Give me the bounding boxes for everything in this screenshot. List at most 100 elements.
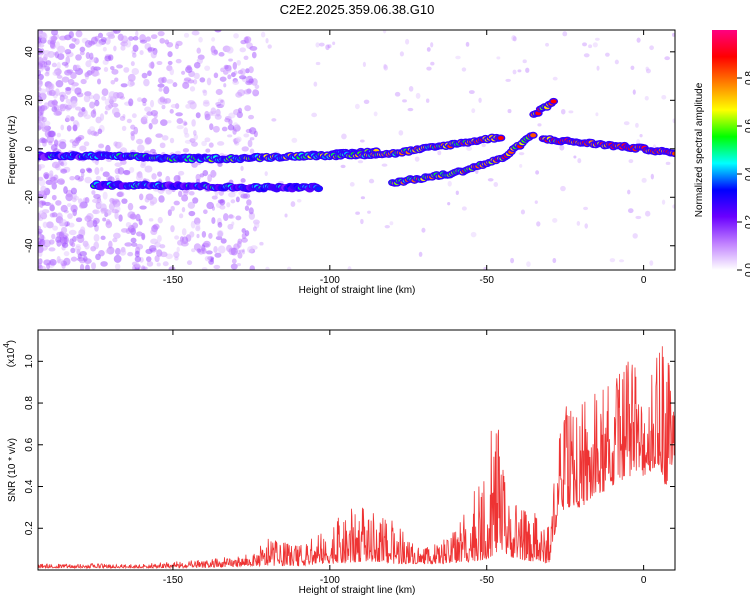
noise-mark bbox=[47, 130, 56, 138]
noise-mark bbox=[140, 265, 146, 270]
noise-mark bbox=[187, 100, 196, 105]
colorbar-tick-label: 0.0 bbox=[744, 263, 750, 277]
noise-mark bbox=[184, 122, 188, 126]
noise-mark bbox=[110, 80, 116, 85]
noise-mark bbox=[56, 255, 61, 264]
noise-mark bbox=[465, 41, 470, 47]
noise-mark bbox=[108, 202, 115, 211]
noise-mark bbox=[349, 182, 355, 187]
noise-mark bbox=[91, 198, 100, 204]
noise-mark bbox=[139, 39, 148, 44]
noise-mark bbox=[111, 102, 119, 108]
noise-mark bbox=[215, 88, 223, 96]
noise-mark bbox=[214, 252, 222, 258]
noise-mark bbox=[79, 250, 87, 257]
noise-mark bbox=[592, 42, 598, 48]
noise-mark bbox=[84, 39, 93, 48]
noise-mark bbox=[45, 85, 51, 93]
noise-mark bbox=[42, 221, 48, 228]
noise-mark bbox=[150, 228, 158, 236]
noise-mark bbox=[127, 202, 134, 211]
noise-mark bbox=[672, 118, 675, 124]
noise-mark bbox=[50, 144, 58, 152]
noise-mark bbox=[192, 78, 198, 85]
noise-mark bbox=[176, 117, 184, 124]
noise-mark bbox=[166, 120, 172, 124]
noise-mark bbox=[157, 216, 163, 224]
noise-mark bbox=[576, 221, 581, 226]
noise-mark bbox=[107, 32, 113, 38]
noise-mark bbox=[347, 266, 352, 270]
noise-mark bbox=[69, 176, 76, 181]
noise-mark bbox=[144, 106, 152, 112]
noise-mark bbox=[398, 130, 404, 136]
noise-mark bbox=[126, 118, 132, 124]
noise-mark bbox=[91, 190, 96, 195]
noise-mark bbox=[38, 225, 41, 231]
noise-mark bbox=[141, 121, 148, 125]
noise-mark bbox=[42, 50, 51, 55]
spectrogram-panel: -150 -100 -50 0 -40 -20 0 20 40 Height of strai… bbox=[7, 29, 676, 296]
colorbar-tick-label: 0.4 bbox=[744, 167, 750, 181]
snr-y-multiplier: (x104) bbox=[2, 340, 17, 367]
noise-mark bbox=[267, 44, 272, 49]
noise-mark bbox=[239, 47, 246, 53]
noise-mark bbox=[405, 38, 410, 45]
noise-mark bbox=[152, 223, 160, 230]
x-tick-label: -50 bbox=[479, 575, 494, 586]
noise-mark bbox=[130, 213, 137, 220]
noise-mark bbox=[220, 99, 224, 103]
noise-mark bbox=[177, 174, 181, 181]
snr-x-ticks: -150 -100 -50 0 bbox=[163, 330, 647, 586]
noise-mark bbox=[201, 247, 207, 255]
noise-mark bbox=[236, 240, 242, 249]
noise-mark bbox=[248, 66, 254, 74]
noise-mark bbox=[240, 178, 246, 183]
noise-mark bbox=[167, 60, 173, 66]
noise-mark bbox=[138, 218, 143, 226]
noise-mark bbox=[166, 79, 174, 84]
noise-mark bbox=[60, 219, 68, 227]
noise-mark bbox=[85, 51, 91, 60]
noise-mark bbox=[121, 125, 127, 131]
noise-mark bbox=[142, 266, 148, 270]
noise-mark bbox=[193, 217, 201, 225]
noise-mark bbox=[146, 261, 154, 267]
noise-mark bbox=[39, 88, 47, 94]
noise-mark bbox=[77, 198, 83, 204]
noise-mark bbox=[48, 247, 56, 252]
noise-mark bbox=[95, 175, 102, 181]
noise-mark bbox=[176, 124, 184, 130]
noise-mark bbox=[83, 258, 92, 264]
noise-mark bbox=[220, 238, 227, 244]
noise-mark bbox=[68, 43, 76, 49]
noise-mark bbox=[76, 122, 80, 128]
noise-mark bbox=[155, 133, 163, 138]
noise-mark bbox=[38, 178, 46, 187]
noise-mark bbox=[154, 241, 161, 248]
noise-mark bbox=[54, 143, 59, 148]
noise-mark bbox=[208, 142, 214, 148]
noise-mark bbox=[373, 111, 378, 117]
noise-mark bbox=[186, 64, 192, 71]
noise-mark bbox=[141, 97, 148, 103]
colorbar-label: Normalized spectral amplitude bbox=[694, 82, 705, 217]
noise-mark bbox=[146, 111, 153, 116]
noise-mark bbox=[562, 31, 568, 37]
x-tick-label: -50 bbox=[479, 275, 494, 286]
noise-mark bbox=[100, 167, 104, 172]
noise-mark bbox=[223, 213, 229, 221]
noise-mark bbox=[535, 170, 540, 175]
y-tick-label: 0.4 bbox=[24, 479, 35, 493]
noise-mark bbox=[102, 46, 107, 52]
noise-mark bbox=[73, 64, 80, 71]
noise-mark bbox=[38, 197, 41, 204]
noise-mark bbox=[172, 82, 178, 88]
noise-mark bbox=[132, 211, 136, 217]
noise-mark bbox=[130, 237, 137, 244]
noise-mark bbox=[130, 61, 135, 67]
noise-mark bbox=[511, 35, 517, 41]
noise-mark bbox=[217, 141, 225, 146]
noise-mark bbox=[67, 213, 73, 219]
